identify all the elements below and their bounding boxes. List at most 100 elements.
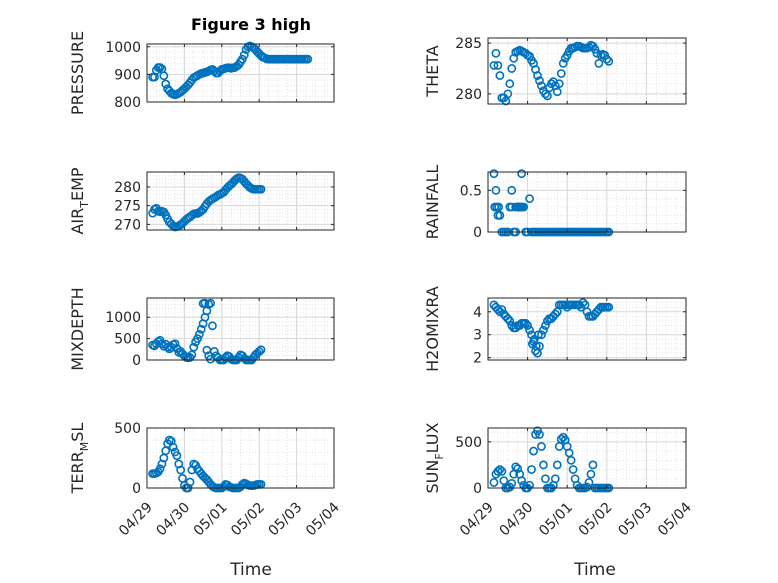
data-point xyxy=(494,202,504,212)
data-point xyxy=(533,330,543,340)
data-point xyxy=(495,210,505,220)
data-point xyxy=(172,451,182,460)
data-point xyxy=(161,79,171,89)
x-tick-label: 05/03 xyxy=(615,500,655,540)
y-axis-label-terr_msl: TERRMSL xyxy=(68,423,91,495)
data-point xyxy=(497,466,507,476)
data-point xyxy=(537,442,546,451)
axes-frame xyxy=(487,171,687,233)
data-point xyxy=(568,465,578,474)
y-tick-label: 900 xyxy=(114,67,141,83)
data-point xyxy=(168,442,178,452)
data-point xyxy=(537,81,546,91)
y-tick-label: 280 xyxy=(455,87,482,103)
data-point xyxy=(185,477,195,487)
data-point xyxy=(491,185,501,195)
data-point xyxy=(527,465,536,474)
data-point xyxy=(535,430,544,439)
data-point xyxy=(206,354,215,364)
y-axis-label-sun_flux: SUNFLUX xyxy=(423,422,446,493)
axes-frame xyxy=(146,427,335,489)
data-point xyxy=(256,345,266,355)
data-point xyxy=(523,321,532,330)
data-point xyxy=(208,321,217,331)
subplot-mixdepth: 0 500 1000 MIXDEPTH xyxy=(68,287,335,371)
data-point xyxy=(155,63,165,72)
data-point xyxy=(176,465,186,475)
data-point xyxy=(584,478,594,487)
y-tick-label: 500 xyxy=(114,332,141,348)
x-axis-label-left: Time xyxy=(229,560,272,580)
data-point xyxy=(541,89,550,99)
data-point xyxy=(541,474,550,484)
data-point xyxy=(578,298,588,307)
data-point xyxy=(552,87,562,97)
x-axis-label-right: Time xyxy=(573,560,616,580)
y-tick-label: 0 xyxy=(473,481,482,497)
y-tick-label: 270 xyxy=(114,217,141,233)
y-axis-label-theta: THETA xyxy=(423,45,442,97)
data-point xyxy=(552,460,562,470)
y-tick-label: 1000 xyxy=(105,40,141,56)
axes-frame xyxy=(146,297,335,361)
data-point xyxy=(489,61,499,70)
data-point xyxy=(256,184,266,194)
y-tick-label: 0 xyxy=(473,225,482,241)
axes-frame xyxy=(487,427,687,489)
data-point xyxy=(495,71,505,80)
data-point xyxy=(604,302,614,312)
data-point xyxy=(511,462,521,472)
data-point xyxy=(507,185,517,195)
x-tick-label: 05/01 xyxy=(191,500,231,540)
data-point xyxy=(554,442,564,451)
data-point xyxy=(558,58,568,68)
data-point xyxy=(521,318,531,328)
y-tick-label: 4 xyxy=(473,305,482,321)
y-tick-label: 280 xyxy=(114,180,141,196)
subplot-h2omixra: 2 3 4 H2OMIXRA xyxy=(423,286,687,372)
data-point xyxy=(155,464,165,474)
subplot-theta: 280 285 THETA xyxy=(423,36,687,106)
axes-frame xyxy=(487,297,687,361)
data-point xyxy=(594,58,604,68)
data-point xyxy=(535,76,544,86)
y-axis-label-air_temp: AIRTEMP xyxy=(68,167,91,234)
axes-frame xyxy=(146,43,335,103)
data-point xyxy=(499,476,509,486)
data-point xyxy=(194,329,204,339)
y-tick-label: 2 xyxy=(473,351,482,367)
data-point xyxy=(539,460,548,470)
data-point xyxy=(533,71,542,80)
data-point xyxy=(303,54,313,64)
x-tick-label: 05/04 xyxy=(655,499,695,539)
data-point xyxy=(513,464,523,474)
data-point xyxy=(161,446,171,456)
x-tick-label: 05/02 xyxy=(228,500,268,540)
subplot-rainfall: 0 0.5 RAINFALL xyxy=(423,165,687,241)
data-point xyxy=(550,474,560,484)
data-point xyxy=(187,350,197,360)
data-point xyxy=(503,314,513,324)
data-point xyxy=(582,482,592,492)
subplot-sun_flux: 0 500 04/29 04/30 05/01 05/02 05/03 05/04 SUNFLU… xyxy=(423,422,695,539)
data-point xyxy=(566,455,576,465)
x-tick-label: 04/29 xyxy=(457,500,497,540)
data-point xyxy=(505,316,515,326)
data-point xyxy=(507,64,517,73)
data-point xyxy=(586,469,596,479)
data-point xyxy=(537,330,546,340)
data-point xyxy=(517,169,527,179)
y-axis-label-pressure: PRESSURE xyxy=(68,31,87,115)
data-point xyxy=(189,342,199,352)
data-point xyxy=(178,473,187,483)
data-point xyxy=(554,79,564,89)
data-point xyxy=(531,341,541,351)
data-point xyxy=(602,54,612,64)
data-point xyxy=(200,298,210,308)
data-point xyxy=(170,339,180,349)
data-point xyxy=(525,194,534,204)
data-point xyxy=(493,305,503,314)
y-tick-label: 1000 xyxy=(105,310,141,326)
